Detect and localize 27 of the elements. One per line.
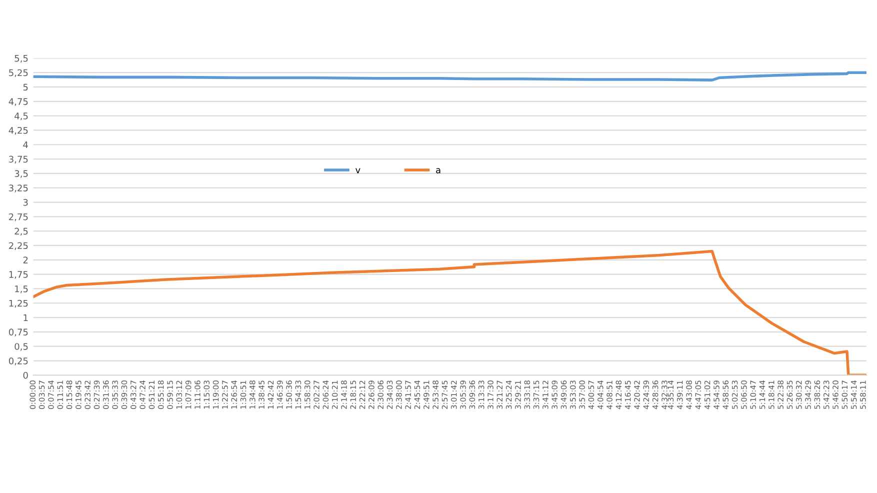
y-tick-label: 2,25 [9, 242, 28, 250]
y-tick-label: 3,75 [9, 156, 28, 164]
y-tick-label: 4,75 [8, 98, 28, 106]
legend-label: v [356, 168, 360, 174]
line-series [33, 71, 866, 82]
y-tick-label: 4,25 [8, 126, 28, 135]
y-tick-label: 2,75 [9, 213, 28, 222]
y-tick-label: 1,75 [9, 271, 28, 279]
y-tick-label: 5,25 [9, 69, 28, 78]
y-tick-label: 0 [23, 372, 28, 379]
y-tick-label: 5,5 [14, 55, 28, 63]
y-tick-label: 3 [23, 198, 28, 206]
y-tick-label: 3,5 [14, 170, 28, 178]
y-tick-label: 5 [23, 84, 28, 91]
y-tick-label: 1,25 [9, 300, 28, 308]
legend-label: a [436, 168, 440, 174]
y-tick-label: 0,25 [8, 357, 28, 366]
y-tick-label: 1,5 [15, 286, 28, 294]
y-tick-label: 2,5 [14, 228, 28, 236]
y-tick-label: 1 [24, 314, 28, 321]
y-tick-label: 4 [23, 141, 28, 148]
y-tick-label: 0,5 [14, 343, 28, 351]
line-series [33, 250, 866, 376]
y-tick-label: 3,25 [9, 184, 28, 192]
y-tick-label: 4,5 [14, 112, 28, 120]
y-tick-label: 2 [23, 256, 28, 264]
y-tick-label: 0,75 [8, 328, 28, 336]
